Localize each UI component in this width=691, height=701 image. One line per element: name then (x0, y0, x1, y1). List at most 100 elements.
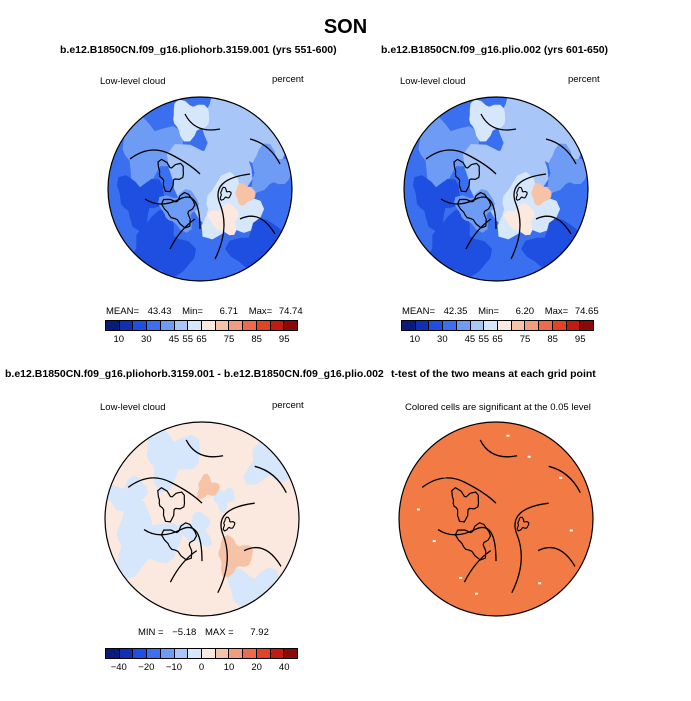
colorbar-tick-label: 45 (168, 334, 180, 345)
panel2-title: b.e12.B1850CN.f09_g16.plio.002 (yrs 601-… (381, 44, 609, 56)
panel2-polar-map (403, 96, 589, 282)
colorbar-swatch (284, 649, 298, 658)
panel1-colorbar (105, 320, 298, 331)
panel2-colorbar-ticks: 10 30 45 55 65 75 85 95 (401, 334, 594, 348)
colorbar-tick-label: 85 (547, 334, 558, 345)
panel4-note: Colored cells are significant at the 0.0… (405, 402, 591, 413)
colorbar-swatch (133, 649, 148, 658)
colorbar-swatch (243, 649, 257, 658)
colorbar-swatch (284, 321, 298, 330)
panel3-max-value: 7.92 (250, 627, 269, 638)
colorbar-tick-label: 20 (251, 662, 262, 673)
panel4-polar-map (398, 421, 594, 617)
panel3-min-label: MIN = (138, 627, 164, 638)
panel1-mean-value: 43.43 (147, 306, 172, 317)
panel2-max-label: Max= (544, 306, 569, 317)
colorbar-tick-label: −10 (165, 662, 182, 673)
colorbar-swatch (188, 649, 203, 658)
panel2-min-value: 6.20 (515, 306, 535, 317)
colorbar-swatch (443, 321, 457, 330)
colorbar-swatch (270, 649, 285, 658)
colorbar-tick-label: 75 (223, 334, 235, 345)
colorbar-tick-label: −20 (138, 662, 155, 673)
panel1-stats: MEAN= 43.43 Min= 6.71 Max= 74.74 (106, 306, 303, 317)
colorbar-tick-label: 85 (251, 334, 262, 345)
panel2-mean-value: 42.35 (443, 306, 468, 317)
colorbar-swatch (580, 321, 594, 330)
colorbar-swatch (215, 321, 230, 330)
panel3-stats: MIN = −5.18 MAX = 7.92 (138, 627, 269, 638)
colorbar-swatch (147, 649, 161, 658)
colorbar-swatch (215, 649, 230, 658)
colorbar-tick-label: 10 (223, 662, 235, 673)
panel3-max-label: MAX = (204, 627, 234, 638)
colorbar-swatch (160, 649, 175, 658)
panel1-max-value: 74.74 (278, 306, 303, 317)
colorbar-swatch (470, 321, 485, 330)
colorbar-tick-label: 75 (519, 334, 531, 345)
panel2-min-label: Min= (478, 306, 499, 317)
panel1-title: b.e12.B1850CN.f09_g16.pliohorb.3159.001 … (60, 44, 337, 56)
panel3-min-value: −5.18 (172, 627, 197, 638)
colorbar-swatch (106, 649, 120, 658)
panel1-polar-map (107, 96, 293, 282)
panel1-units-label: percent (272, 74, 304, 85)
colorbar-tick-label: 95 (278, 334, 290, 345)
panel3-polar-map (104, 421, 300, 617)
panel2-colorbar (401, 320, 594, 331)
colorbar-tick-label: 10 (113, 334, 125, 345)
panel2-mean-label: MEAN= (402, 306, 435, 317)
panel3-units-label: percent (272, 400, 304, 411)
panel1-colorbar-ticks: 10 30 45 55 65 75 85 95 (105, 334, 298, 348)
panel1-max-label: Max= (248, 306, 273, 317)
colorbar-swatch (119, 649, 134, 658)
colorbar-tick-label: 45 (464, 334, 476, 345)
panel3-colorbar (105, 648, 298, 659)
panel3-title: b.e12.B1850CN.f09_g16.pliohorb.3159.001 … (5, 368, 384, 380)
colorbar-swatch (119, 321, 134, 330)
colorbar-swatch (456, 321, 471, 330)
colorbar-swatch (525, 321, 540, 330)
colorbar-tick-label: 30 (141, 334, 152, 345)
colorbar-swatch (229, 649, 244, 658)
colorbar-swatch (229, 321, 244, 330)
colorbar-swatch (147, 321, 161, 330)
colorbar-swatch (160, 321, 175, 330)
colorbar-swatch (106, 321, 120, 330)
colorbar-swatch (484, 321, 499, 330)
panel2-max-value: 74.65 (574, 306, 599, 317)
panel1-min-label: Min= (182, 306, 203, 317)
colorbar-tick-label: 55 (182, 334, 193, 345)
colorbar-swatch (133, 321, 148, 330)
colorbar-swatch (202, 321, 216, 330)
panel2-variable-label: Low-level cloud (400, 76, 466, 87)
colorbar-swatch (256, 321, 271, 330)
colorbar-swatch (498, 321, 512, 330)
colorbar-swatch (256, 649, 271, 658)
panel1-variable-label: Low-level cloud (100, 76, 166, 87)
colorbar-swatch (429, 321, 444, 330)
panel2-stats: MEAN= 42.35 Min= 6.20 Max= 74.65 (402, 306, 599, 317)
panel2-units-label: percent (568, 74, 600, 85)
colorbar-swatch (566, 321, 581, 330)
panel1-min-value: 6.71 (219, 306, 239, 317)
panel3-colorbar-ticks: −40 −20 −10 0 10 20 40 (105, 662, 298, 676)
colorbar-tick-label: 55 (478, 334, 489, 345)
colorbar-swatch (188, 321, 203, 330)
colorbar-swatch (539, 321, 553, 330)
colorbar-swatch (174, 321, 189, 330)
colorbar-tick-label: 0 (198, 662, 205, 673)
colorbar-swatch (402, 321, 416, 330)
colorbar-swatch (552, 321, 567, 330)
colorbar-swatch (270, 321, 285, 330)
panel4-title: t-test of the two means at each grid poi… (391, 368, 596, 380)
season-title: SON (323, 16, 368, 38)
panel1-mean-label: MEAN= (106, 306, 139, 317)
panel3-variable-label: Low-level cloud (100, 402, 166, 413)
colorbar-swatch (202, 649, 216, 658)
colorbar-swatch (415, 321, 430, 330)
colorbar-swatch (243, 321, 257, 330)
colorbar-tick-label: 40 (278, 662, 290, 673)
colorbar-tick-label: 10 (409, 334, 421, 345)
colorbar-swatch (511, 321, 526, 330)
